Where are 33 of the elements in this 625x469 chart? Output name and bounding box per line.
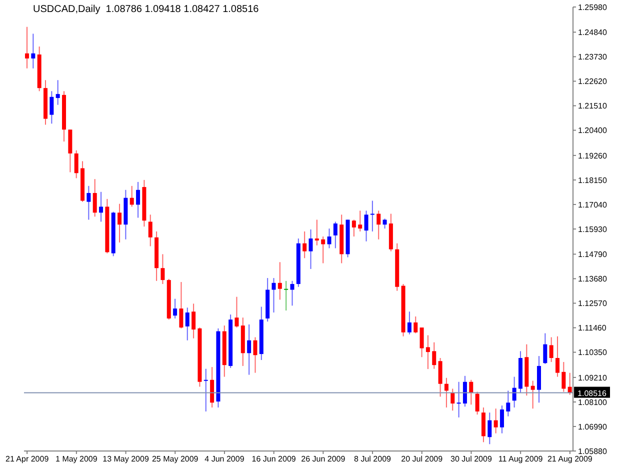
x-tick-label: 26 Jun 2009 <box>301 454 346 464</box>
y-tick-label: 1.24840 <box>578 28 608 38</box>
y-tick-label: 1.05880 <box>578 446 608 456</box>
y-tick-label: 1.06990 <box>578 422 608 432</box>
x-tick-label: 21 Apr 2009 <box>6 454 50 464</box>
y-tick-label: 1.22620 <box>578 77 608 86</box>
y-tick-label: 1.20400 <box>578 126 608 136</box>
y-tick-label: 1.08100 <box>578 398 608 407</box>
x-tick-label: 21 Aug 2009 <box>547 454 593 464</box>
x-tick-label: 30 Jul 2009 <box>450 454 492 464</box>
x-tick-label: 11 Aug 2009 <box>498 454 544 464</box>
x-tick-label: 1 May 2009 <box>56 454 98 464</box>
x-tick-label: 13 May 2009 <box>102 454 150 464</box>
y-tick-label: 1.13680 <box>578 274 608 284</box>
x-tick-label: 25 May 2009 <box>152 454 199 464</box>
y-tick-label: 1.09210 <box>578 373 608 382</box>
x-tick-label: 4 Jun 2009 <box>204 454 245 464</box>
x-tick-label: 20 Jul 2009 <box>401 454 444 464</box>
y-tick-label: 1.15930 <box>578 224 608 234</box>
y-tick-label: 1.19260 <box>578 151 608 160</box>
y-tick-label: 1.18150 <box>578 176 608 185</box>
y-tick-label: 1.11460 <box>578 324 607 333</box>
chart-title: USDCAD,Daily 1.08786 1.09418 1.08427 1.08516 <box>33 4 259 15</box>
y-tick-label: 1.17040 <box>578 200 608 210</box>
y-tick-label: 1.12570 <box>578 299 608 308</box>
y-tick-label: 1.21510 <box>578 102 608 111</box>
ref-line-label: 1.08516 <box>578 388 608 398</box>
y-tick-label: 1.14790 <box>578 250 608 260</box>
x-tick-label: 16 Jun 2009 <box>252 454 296 464</box>
x-tick-label: 8 Jul 2009 <box>354 454 392 464</box>
y-tick-label: 1.25980 <box>578 2 608 12</box>
y-tick-label: 1.10350 <box>578 348 608 358</box>
y-tick-label: 1.23730 <box>578 52 608 62</box>
